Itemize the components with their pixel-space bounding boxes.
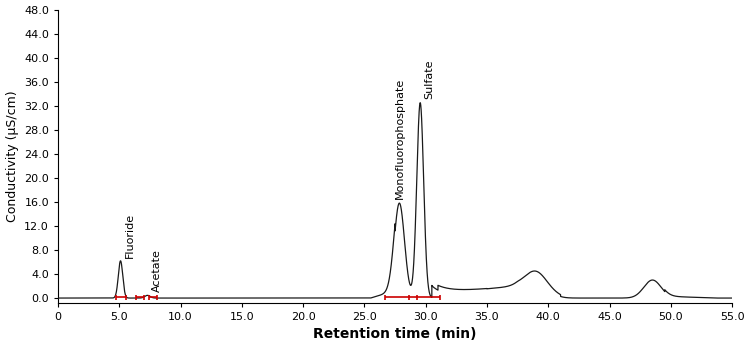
Text: Fluoride: Fluoride <box>124 213 135 258</box>
X-axis label: Retention time (min): Retention time (min) <box>314 328 477 341</box>
Text: Monofluorophosphate: Monofluorophosphate <box>394 78 404 199</box>
Text: Sulfate: Sulfate <box>424 59 434 99</box>
Y-axis label: Conductivity (μS/cm): Conductivity (μS/cm) <box>5 91 19 222</box>
Text: Acetate: Acetate <box>152 249 162 292</box>
